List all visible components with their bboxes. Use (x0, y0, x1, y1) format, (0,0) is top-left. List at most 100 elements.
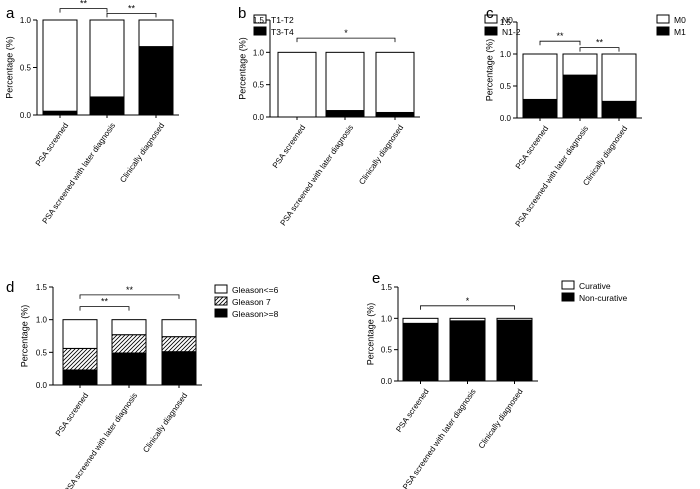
panel-label: a (6, 5, 15, 22)
legend-label: N0 (502, 15, 513, 25)
y-axis-label: Percentage (%) (19, 305, 29, 368)
significance-bracket (79, 306, 130, 311)
x-tick-label: Clinically diagnosed (118, 121, 166, 184)
significance-label: * (466, 296, 470, 306)
bar-segment-gleason-6 (62, 319, 98, 349)
legend-swatch (484, 26, 498, 36)
legend-label: Gleason>=8 (232, 309, 279, 319)
bar-segment-n1-2 (375, 111, 415, 118)
significance-label: ** (596, 38, 604, 48)
bar-segment-gleason-8 (62, 369, 98, 386)
y-tick-label: 0.0 (20, 111, 32, 120)
y-axis-label: Percentage (%) (237, 37, 247, 100)
legend-swatch (561, 280, 575, 290)
legend-swatch (214, 308, 228, 318)
bar-segment-curative (449, 317, 486, 322)
bar-segment-t3-t4 (42, 110, 78, 116)
chart-panel-c: c 0.0 0.5 1.0 1.5 Percentage (%) PSA screenedP… (484, 5, 686, 228)
bar-segment-gleason-8 (111, 352, 147, 386)
significance-bracket (539, 40, 581, 46)
legend-label: M1 (674, 27, 686, 37)
y-tick-label: 1.0 (253, 48, 265, 57)
y-tick-label: 0.0 (253, 113, 265, 122)
y-tick-label: 1.5 (381, 283, 393, 292)
significance-label: ** (556, 31, 564, 41)
y-tick-label: 0.0 (36, 381, 48, 390)
significance-bracket (579, 47, 620, 52)
bar-segment-t1-t2 (138, 19, 174, 48)
y-tick-label: 0.5 (500, 82, 512, 91)
significance-label: ** (126, 285, 134, 295)
y-tick-label: 1.0 (36, 316, 48, 325)
x-tick-label: PSA screened (34, 121, 70, 168)
x-tick-label: PSA screened (394, 387, 430, 434)
x-tick-label: Clinically diagnosed (357, 123, 405, 186)
bar-segment-t1-t2 (89, 19, 125, 98)
y-tick-label: 0.5 (20, 64, 32, 73)
bar-segment-curative (402, 317, 439, 324)
bar-segment-m1 (601, 100, 637, 119)
panel-label: e (372, 270, 380, 287)
legend-swatch (656, 26, 670, 36)
panel-label: d (6, 279, 14, 296)
y-tick-label: 1.5 (500, 18, 512, 27)
x-tick-label: PSA screened (271, 123, 307, 170)
bar-segment-gleason-7 (111, 334, 147, 354)
bar-segment-t3-t4 (89, 96, 125, 116)
legend-label: T1-T2 (271, 15, 294, 25)
significance-bracket (296, 37, 396, 43)
significance-bracket (106, 12, 157, 18)
y-tick-label: 0.5 (253, 81, 265, 90)
legend-label: T3-T4 (271, 27, 294, 37)
legend-swatch (214, 284, 228, 294)
legend-label: M0 (674, 15, 686, 25)
bar-segment-n0 (325, 51, 365, 112)
legend-swatch (656, 14, 670, 24)
y-tick-label: 1.0 (381, 314, 393, 323)
legend-swatch (214, 296, 228, 306)
bar-segment-non-curative (449, 320, 486, 382)
bar-segment-m0 (522, 53, 558, 100)
legend-swatch (253, 26, 267, 36)
y-axis-label: Percentage (%) (365, 303, 375, 366)
legend-swatch (484, 14, 498, 24)
bar-segment-n1-2 (325, 110, 365, 118)
bar-segment-t3-t4 (138, 46, 174, 116)
y-tick-label: 0.0 (500, 114, 512, 123)
bar-segment-gleason-6 (161, 319, 197, 338)
bar-segment-m1 (562, 74, 598, 119)
significance-label: ** (80, 0, 88, 9)
y-axis-label: Percentage (%) (484, 39, 494, 102)
y-tick-label: 0.0 (381, 377, 393, 386)
chart-panel-b: b 0.0 0.5 1.0 1.5 Percentage (%) PSA screened P… (237, 5, 520, 227)
bar-segment-non-curative (496, 319, 533, 382)
y-tick-label: 1.0 (500, 50, 512, 59)
bar-segment-non-curative (402, 322, 439, 382)
bar-segment-gleason-6 (111, 319, 147, 336)
x-tick-label: Clinically diagnosed (141, 391, 189, 454)
bar-segment-curative (496, 317, 533, 321)
x-tick-label: PSA screened (514, 124, 550, 171)
bar-segment-n0 (277, 51, 317, 118)
bar-segment-n0 (375, 51, 415, 113)
panel-label: c (486, 5, 494, 22)
y-tick-label: 0.5 (36, 348, 48, 357)
bar-segment-gleason-7 (161, 336, 197, 353)
significance-label: * (344, 28, 348, 38)
bar-segment-m1 (522, 98, 558, 119)
legend-swatch (253, 14, 267, 24)
panel-label: b (238, 5, 246, 22)
bar-segment-gleason-8 (161, 351, 197, 386)
significance-label: ** (101, 297, 109, 307)
legend-swatch (561, 292, 575, 302)
legend-label: Gleason<=6 (232, 285, 279, 295)
x-tick-label: PSA screened (54, 391, 90, 438)
significance-bracket (420, 305, 515, 310)
x-tick-label: Clinically diagnosed (581, 124, 629, 187)
bar-segment-gleason-7 (62, 347, 98, 371)
significance-bracket (79, 294, 180, 299)
